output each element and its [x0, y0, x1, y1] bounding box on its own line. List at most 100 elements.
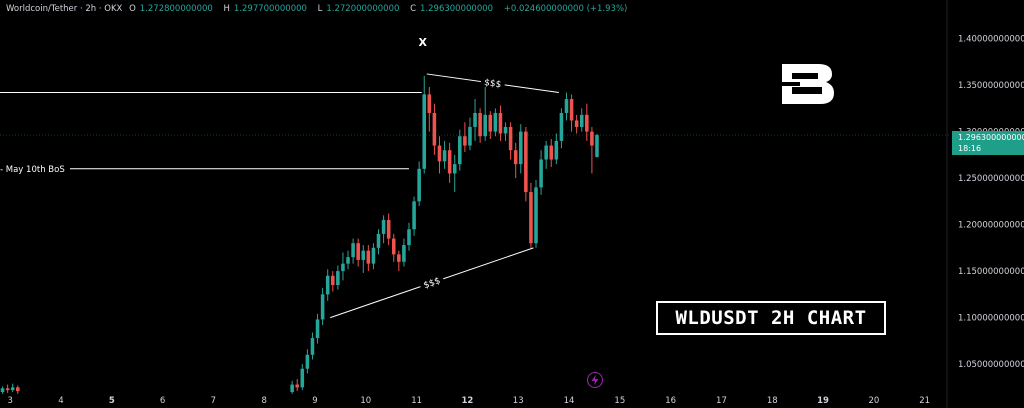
- x-tick-label: 18: [767, 396, 778, 406]
- x-tick-label: 12: [461, 396, 473, 406]
- candle-body: [0, 388, 5, 392]
- x-tick-label: 16: [665, 396, 676, 406]
- candle-body: [325, 275, 330, 295]
- candle-body: [437, 145, 442, 162]
- candle-body: [488, 114, 493, 132]
- level-label-bg: [0, 162, 70, 175]
- x-tick-label: 20: [868, 396, 879, 406]
- candle-body: [549, 145, 554, 160]
- candle-body: [463, 136, 467, 146]
- x-tick-label: 13: [513, 396, 524, 406]
- change-label: +0.024600000000 (+1.93%): [503, 4, 628, 14]
- last-price-value: 1.296300000000: [958, 133, 1024, 142]
- x-tick-label: 5: [109, 396, 115, 406]
- candle-body: [386, 219, 391, 239]
- candle-body: [534, 187, 538, 244]
- candle-body: [432, 113, 437, 146]
- x-tick-label: 14: [564, 396, 575, 406]
- low-label: L 1.272000000000: [317, 4, 400, 14]
- trendline-label-bg: [480, 75, 506, 91]
- symbol-label: Worldcoin/Tether · 2h · OKX: [6, 4, 123, 14]
- candle-body: [554, 140, 559, 160]
- brand-logo-icon: [780, 64, 834, 104]
- candle-body: [331, 275, 335, 286]
- candle-body: [442, 150, 447, 162]
- trendline-label-bg: [418, 273, 446, 293]
- candle-body: [508, 126, 513, 151]
- candle-body: [402, 245, 406, 262]
- candle-body: [417, 168, 421, 202]
- candle-body: [590, 131, 594, 146]
- candle-body: [483, 114, 487, 137]
- candle-body: [5, 388, 10, 391]
- candle-body: [310, 338, 315, 355]
- y-tick-label: 1.050000000000: [958, 360, 1024, 370]
- candle-body: [336, 271, 340, 286]
- candle-body: [503, 126, 508, 134]
- y-tick-label: 1.150000000000: [958, 267, 1024, 277]
- x-tick-label: 4: [58, 396, 63, 406]
- candle-body: [305, 354, 310, 369]
- candle-body: [458, 136, 462, 165]
- high-label: H 1.297700000000: [223, 4, 307, 14]
- candle-body: [585, 114, 589, 132]
- candle-body: [346, 257, 350, 264]
- candle-body: [351, 243, 355, 258]
- candle-body: [381, 219, 386, 234]
- x-tick-label: 10: [360, 396, 371, 406]
- lightning-icon[interactable]: [587, 372, 603, 388]
- candle-body: [16, 387, 20, 392]
- candle-body: [493, 113, 498, 132]
- candle-body: [564, 99, 569, 113]
- candle-body: [320, 294, 325, 320]
- x-tick-label: 8: [261, 396, 266, 406]
- candle-body: [579, 114, 584, 127]
- candle-body: [518, 131, 523, 165]
- candle-body: [10, 387, 15, 391]
- close-label: C 1.296300000000: [410, 4, 494, 14]
- candle-body: [524, 131, 528, 193]
- chart-title-box: WLDUSDT 2H CHART: [656, 301, 886, 335]
- candle-body: [366, 250, 371, 264]
- x-tick-label: 19: [817, 396, 829, 406]
- y-tick-label: 1.400000000000: [958, 35, 1024, 45]
- trendline-label: $$$: [483, 78, 501, 90]
- x-tick-label: 3: [7, 396, 12, 406]
- candle-body: [422, 94, 427, 169]
- candle-body: [376, 233, 381, 248]
- candle-body: [529, 192, 533, 244]
- candle-body: [498, 113, 503, 134]
- open-label: O 1.272800000000: [129, 4, 213, 14]
- candle-body: [473, 113, 477, 127]
- candle-body: [513, 150, 518, 165]
- x-tick-label: 11: [411, 396, 422, 406]
- candle-body: [427, 94, 432, 113]
- x-tick-label: 17: [716, 396, 727, 406]
- candle-body: [397, 254, 401, 262]
- x-tick-label: 7: [211, 396, 216, 406]
- ohlc-legend: Worldcoin/Tether · 2h · OKX O 1.272800000…: [6, 4, 631, 14]
- y-tick-label: 1.350000000000: [958, 81, 1024, 91]
- x-tick-label: 21: [919, 396, 930, 406]
- candle-body: [574, 120, 579, 127]
- y-tick-label: 1.250000000000: [958, 174, 1024, 184]
- x-tick-label: 9: [312, 396, 317, 406]
- candle-body: [569, 99, 574, 121]
- candle-body: [412, 201, 416, 230]
- candle-body: [407, 229, 411, 246]
- level-label: - May 10th BoS: [0, 165, 65, 175]
- candle-body: [300, 368, 305, 388]
- candle-body: [544, 145, 548, 160]
- x-tick-label: 15: [614, 396, 625, 406]
- candle-body: [559, 113, 564, 141]
- candle-body: [361, 250, 366, 260]
- candle-body: [341, 263, 345, 272]
- x-tick-label: 6: [160, 396, 165, 406]
- candle-body: [595, 135, 599, 157]
- candle-body: [315, 319, 320, 339]
- candle-body: [295, 384, 299, 388]
- candle-body: [468, 126, 472, 146]
- candle-body: [356, 243, 360, 260]
- candle-body: [447, 150, 452, 174]
